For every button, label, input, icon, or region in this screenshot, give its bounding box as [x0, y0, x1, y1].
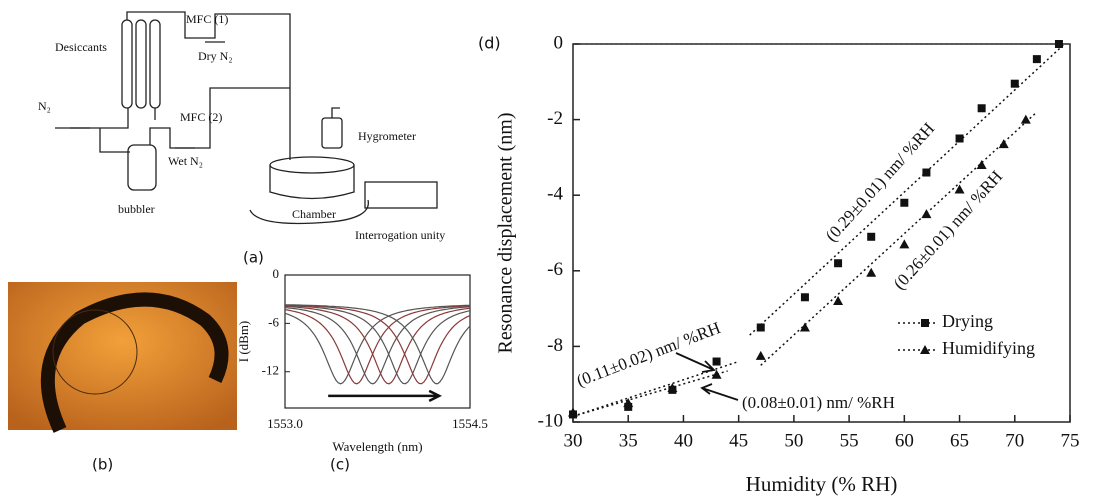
label: MFC (1) [186, 12, 228, 26]
label: Wet N₂ [168, 154, 203, 168]
x-tick-label: 60 [895, 430, 914, 451]
x-tick-label: 35 [619, 430, 638, 451]
marker [568, 407, 578, 417]
marker [711, 369, 722, 379]
label: MFC (2) [180, 110, 222, 124]
spectrum [284, 304, 470, 385]
y-tick-label: -8 [547, 335, 563, 356]
x-tick-label: 45 [729, 430, 748, 451]
marker [667, 382, 678, 392]
y-tick-label: 0 [273, 266, 280, 281]
y-tick-label: -2 [547, 108, 563, 129]
marker [712, 357, 721, 366]
marker [623, 398, 634, 408]
marker [1054, 40, 1063, 48]
marker [799, 322, 810, 332]
x-tick-label: 1553.0 [267, 416, 303, 431]
panel-label: (b) [92, 456, 113, 474]
marker [921, 319, 929, 327]
label: Hygrometer [358, 129, 416, 143]
marker [800, 293, 809, 302]
annotation-arrow [675, 352, 716, 373]
marker [756, 323, 765, 332]
marker [976, 159, 987, 169]
label: Desiccants [55, 40, 107, 54]
spectrum [284, 305, 471, 385]
legend-label: Drying [942, 311, 993, 331]
panel-label: (d) [478, 34, 501, 53]
marker [833, 296, 844, 306]
fiber-loop [40, 292, 229, 433]
label: bubbler [118, 202, 155, 216]
y-axis-title: Resonance displacement (nm) [495, 112, 517, 353]
spectrum [284, 305, 471, 385]
panel-label: (a) [243, 249, 264, 267]
spectrum [284, 304, 471, 385]
panel-label: (c) [330, 456, 350, 474]
marker [955, 134, 964, 143]
label: N₂ [38, 99, 51, 113]
fiber-ring [52, 309, 138, 395]
marker [1032, 55, 1041, 64]
marker [921, 209, 932, 219]
label: Dry N₂ [198, 49, 233, 63]
y-tick-label: -6 [268, 314, 279, 329]
annotation: (0.26±0.01) nm/ %RH [890, 167, 1006, 293]
x-tick-label: 1554.5 [452, 416, 488, 431]
marker [1010, 79, 1019, 88]
label: Interrogation unity [355, 228, 445, 242]
x-axis-title: Wavelength (nm) [332, 439, 422, 454]
marker [954, 184, 965, 194]
annotation: (0.11±0.02) nm/ %RH [574, 318, 723, 390]
marker [977, 104, 986, 113]
label: Chamber [292, 207, 336, 221]
spectrum [284, 304, 471, 385]
marker [899, 239, 910, 249]
spectrum [284, 305, 471, 385]
y-tick-label: -6 [547, 259, 563, 280]
x-tick-label: 65 [950, 430, 969, 451]
marker [866, 267, 877, 277]
annotation: (0.08±0.01) nm/ %RH [742, 393, 895, 412]
marker [834, 259, 843, 268]
x-tick-label: 40 [674, 430, 693, 451]
x-axis-title: Humidity (% RH) [746, 472, 898, 496]
marker [867, 232, 876, 241]
x-tick-label: 55 [840, 430, 859, 451]
plot-frame [284, 274, 471, 409]
fit-line [572, 370, 728, 418]
y-tick-label: -4 [547, 184, 563, 205]
y-tick-label: -12 [262, 363, 279, 378]
x-tick-label: 50 [784, 430, 803, 451]
marker [1020, 114, 1031, 124]
spectrum [284, 306, 471, 385]
schematic [55, 11, 438, 225]
shift-arrow [328, 389, 442, 403]
y-tick-label: -10 [538, 410, 563, 431]
marker [755, 350, 766, 360]
marker [922, 168, 931, 177]
annotation-arrow [700, 383, 739, 401]
x-tick-label: 75 [1061, 430, 1080, 451]
x-tick-label: 30 [564, 430, 583, 451]
legend-label: Humidifying [942, 338, 1035, 358]
fit-line [749, 43, 1065, 336]
y-axis-title: I (dBm) [236, 321, 251, 363]
marker [900, 198, 909, 207]
marker [920, 345, 930, 354]
plot-frame [572, 43, 1071, 423]
y-tick-label: 0 [554, 32, 564, 53]
x-tick-label: 70 [1005, 430, 1024, 451]
marker [998, 139, 1009, 149]
annotation: (0.29±0.01) nm/ %RH [822, 119, 938, 245]
